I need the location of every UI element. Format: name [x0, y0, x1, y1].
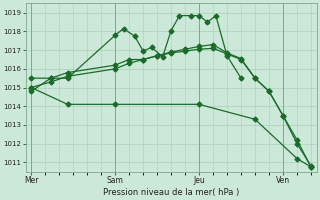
X-axis label: Pression niveau de la mer( hPa ): Pression niveau de la mer( hPa ) [103, 188, 239, 197]
